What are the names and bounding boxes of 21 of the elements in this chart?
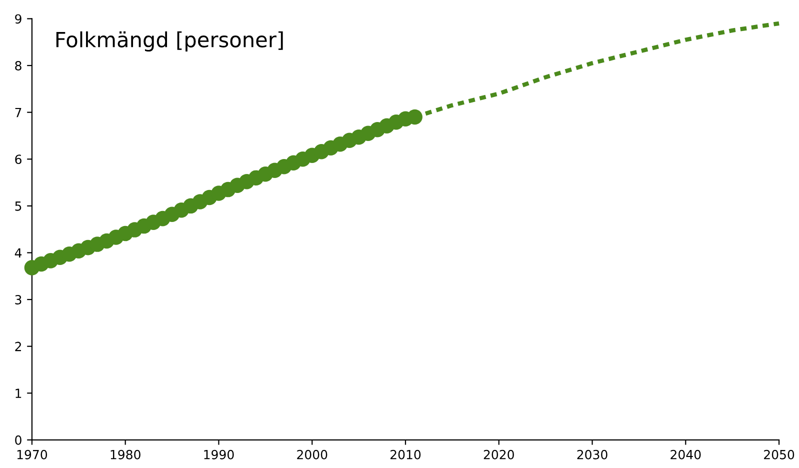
x-tick-label: 1970 [17, 450, 48, 460]
point [407, 109, 422, 125]
x-tick-label: 2050 [764, 450, 794, 460]
x-tick-label: 2030 [577, 450, 608, 460]
y-tick-label: 1 [16, 388, 22, 398]
x-tick-label: 2000 [297, 450, 328, 460]
y-tick-label: 7 [15, 108, 22, 118]
y-tick-label: 4 [14, 248, 22, 258]
x-tick-label: 2020 [484, 450, 514, 460]
text: Folkmängd [personer] [56, 31, 283, 52]
y-tick-label: 0 [15, 435, 22, 445]
y-tick-label: 3 [15, 294, 22, 304]
y-tick-label: 5 [15, 202, 22, 211]
x-tick-label: 2040 [670, 450, 701, 460]
y-tick-label: 2 [15, 342, 21, 352]
x-tick-label: 1980 [110, 450, 140, 460]
x-tick-label: 1990 [204, 450, 234, 460]
y-tick-label: 9 [15, 14, 22, 24]
x-tick-label: 2010 [390, 450, 421, 460]
y-tick-label: 8 [15, 60, 22, 70]
y-tick-label: 6 [15, 154, 22, 164]
